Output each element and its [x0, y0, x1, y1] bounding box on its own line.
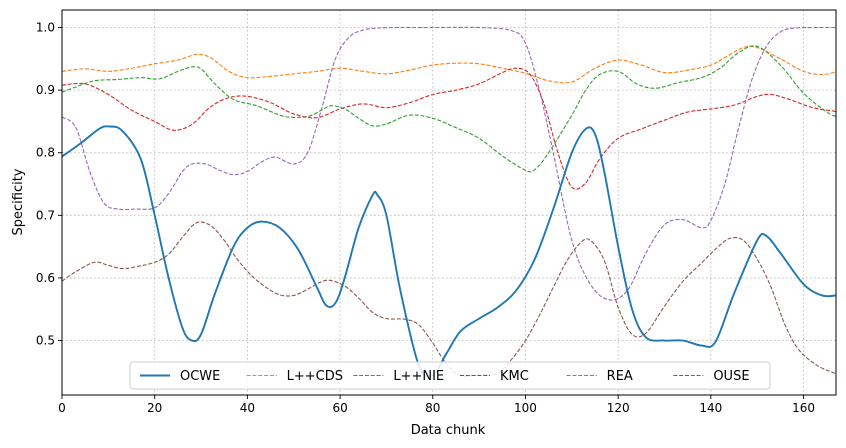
legend-label: KMC [500, 369, 529, 384]
series-line-lppcds [62, 45, 836, 84]
series-line-ouse [62, 221, 836, 377]
y-tick-label: 1.0 [36, 21, 55, 35]
legend-label: REA [607, 369, 633, 384]
legend-box [129, 361, 771, 390]
legend-label: L++NIE [393, 369, 444, 384]
x-tick-label: 60 [332, 401, 347, 415]
x-axis-label: Data chunk [411, 423, 486, 438]
y-tick-label: 0.7 [36, 208, 55, 222]
x-tick-label: 20 [147, 401, 162, 415]
legend-label: L++CDS [287, 369, 343, 384]
legend: OCWE L++CDS L++NIE KMC REA OUSE [129, 361, 771, 390]
y-tick-label: 0.8 [36, 146, 55, 160]
x-tick-label: 100 [514, 401, 537, 415]
grid-lines [61, 10, 836, 395]
legend-label: OUSE [713, 369, 749, 384]
x-tick-label: 40 [240, 401, 255, 415]
y-axis-label: Specificity [11, 168, 26, 235]
y-tick-label: 0.9 [36, 83, 55, 97]
series-line-kmc [62, 67, 836, 190]
series-line-rea [62, 26, 836, 301]
plot-frame [61, 9, 837, 396]
y-tick-label: 0.6 [36, 271, 55, 285]
x-tick-label: 120 [607, 401, 630, 415]
series-line-lppnie [62, 45, 836, 173]
x-tick-label: 80 [425, 401, 440, 415]
x-tick-label: 140 [699, 401, 722, 415]
x-tick-label: 0 [58, 401, 66, 415]
x-tick-label: 160 [792, 401, 815, 415]
series-lines [62, 26, 836, 378]
x-axis: 0 20 40 60 80 100 120 140 160 [58, 395, 815, 415]
y-tick-label: 0.5 [36, 334, 55, 348]
legend-label: OCWE [180, 369, 220, 384]
y-axis: 0.5 0.6 0.7 0.8 0.9 1.0 [36, 21, 62, 348]
